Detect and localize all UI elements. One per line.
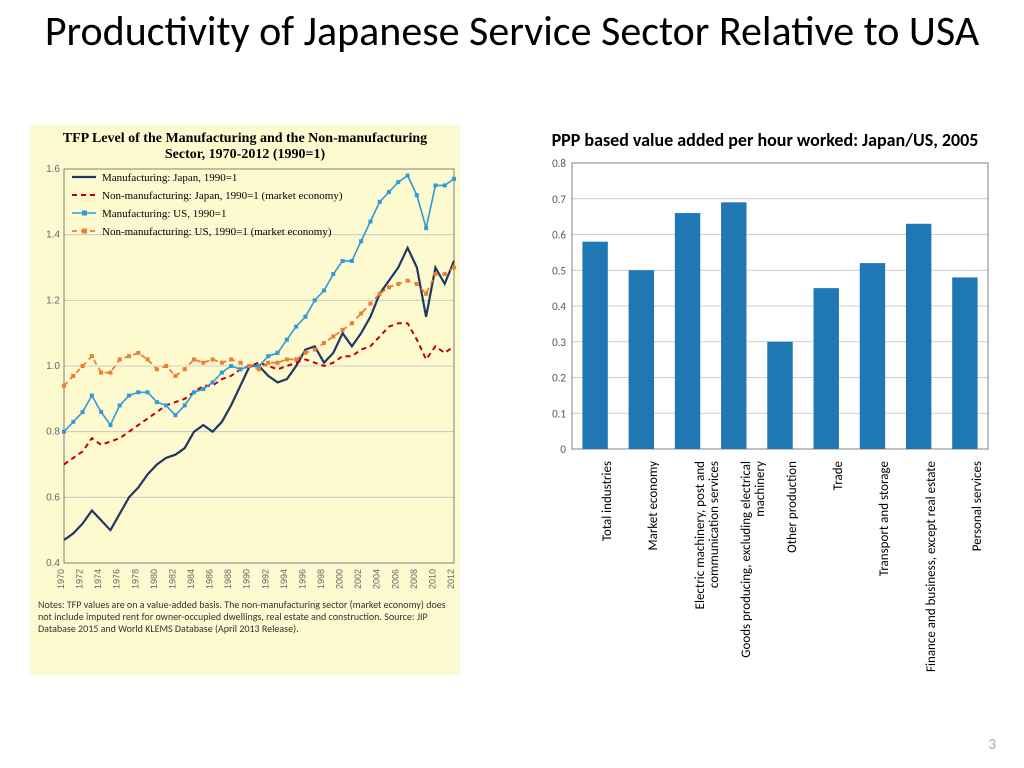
svg-text:2006: 2006 [390,569,400,589]
svg-text:1972: 1972 [75,569,85,589]
svg-text:1974: 1974 [93,569,103,589]
svg-text:1998: 1998 [316,569,326,589]
slide-title: Productivity of Japanese Service Sector … [0,0,1024,56]
svg-text:0.3: 0.3 [552,336,566,349]
bar-category-label: Electric machinery, post and communicati… [694,461,723,681]
svg-text:0.8: 0.8 [552,157,566,170]
tfp-chart-notes: Notes: TFP values are on a value-added b… [30,595,460,643]
bar-category-label: Market economy [647,461,661,681]
svg-text:1976: 1976 [112,569,122,589]
svg-text:1.2: 1.2 [46,295,60,306]
svg-text:0: 0 [560,443,566,456]
bar-chart-svg: 0 0.1 0.2 0.3 0.4 0.5 0.6 0.7 0.8 [530,157,1000,457]
bar-chart-xlabels: Total industries Market economy Electric m… [530,457,1000,697]
bar-category-label: Goods producing, excluding electrical ma… [740,461,769,681]
svg-text:1.0: 1.0 [46,361,60,372]
tfp-chart-svg: 0.4 0.6 0.8 1.0 1.2 1.4 1.6 1970 1972 1974 1976 197… [30,165,460,595]
svg-text:0.7: 0.7 [552,193,566,206]
svg-text:2008: 2008 [409,569,419,589]
bar-chart-panel: PPP based value added per hour worked: J… [530,125,1000,685]
svg-text:2012: 2012 [446,569,456,589]
svg-text:1970: 1970 [56,569,66,589]
svg-text:1988: 1988 [223,569,233,589]
bar-category-label: Transport and storage [878,461,892,681]
bar-category-label: Personal services [971,461,985,681]
svg-text:Non-manufacturing: US, 1990=1: Non-manufacturing: US, 1990=1 (market ec… [102,226,332,238]
svg-text:Manufacturing: Japan, 1990=1: Manufacturing: Japan, 1990=1 [102,172,237,184]
svg-text:0.4: 0.4 [552,300,566,313]
svg-text:1978: 1978 [130,569,140,589]
svg-text:1.4: 1.4 [46,230,60,241]
svg-text:2004: 2004 [372,569,382,589]
svg-text:1986: 1986 [205,569,215,589]
slide-content: TFP Level of the Manufacturing and the N… [0,125,1024,745]
svg-text:Non-manufacturing: Japan, 1990: Non-manufacturing: Japan, 1990=1 (market… [102,190,343,202]
tfp-chart-plot: 0.4 0.6 0.8 1.0 1.2 1.4 1.6 1970 1972 1974 1976 197… [30,165,460,595]
tfp-chart-panel: TFP Level of the Manufacturing and the N… [30,125,460,675]
bar-chart-title: PPP based value added per hour worked: J… [530,125,1000,157]
svg-text:1.6: 1.6 [46,165,60,175]
svg-text:1994: 1994 [279,569,289,589]
svg-text:0.5: 0.5 [552,264,566,277]
svg-text:0.2: 0.2 [552,372,566,385]
bar-category-label: Finance and business, except real estate [925,461,939,681]
svg-text:1996: 1996 [297,569,307,589]
tfp-chart-title: TFP Level of the Manufacturing and the N… [30,125,460,165]
svg-text:1990: 1990 [242,569,252,589]
svg-text:0.4: 0.4 [46,558,60,569]
page-number: 3 [988,736,996,754]
svg-text:2010: 2010 [427,569,437,589]
bar-chart-plot: 0 0.1 0.2 0.3 0.4 0.5 0.6 0.7 0.8 [530,157,1000,457]
bar-category-label: Other production [786,461,800,681]
svg-text:Manufacturing: US, 1990=1: Manufacturing: US, 1990=1 [102,208,226,220]
svg-text:0.8: 0.8 [46,427,60,438]
svg-text:1980: 1980 [149,569,159,589]
svg-text:1982: 1982 [167,569,177,589]
bar-category-label: Total industries [601,461,615,681]
svg-text:1984: 1984 [186,569,196,589]
svg-text:1992: 1992 [260,569,270,589]
svg-text:0.1: 0.1 [552,407,566,420]
svg-text:2002: 2002 [353,569,363,589]
bar-category-label: Trade [832,461,846,681]
svg-text:0.6: 0.6 [46,492,60,503]
svg-text:0.6: 0.6 [552,229,566,242]
svg-text:2000: 2000 [335,569,345,589]
slide-root: Productivity of Japanese Service Sector … [0,0,1024,768]
